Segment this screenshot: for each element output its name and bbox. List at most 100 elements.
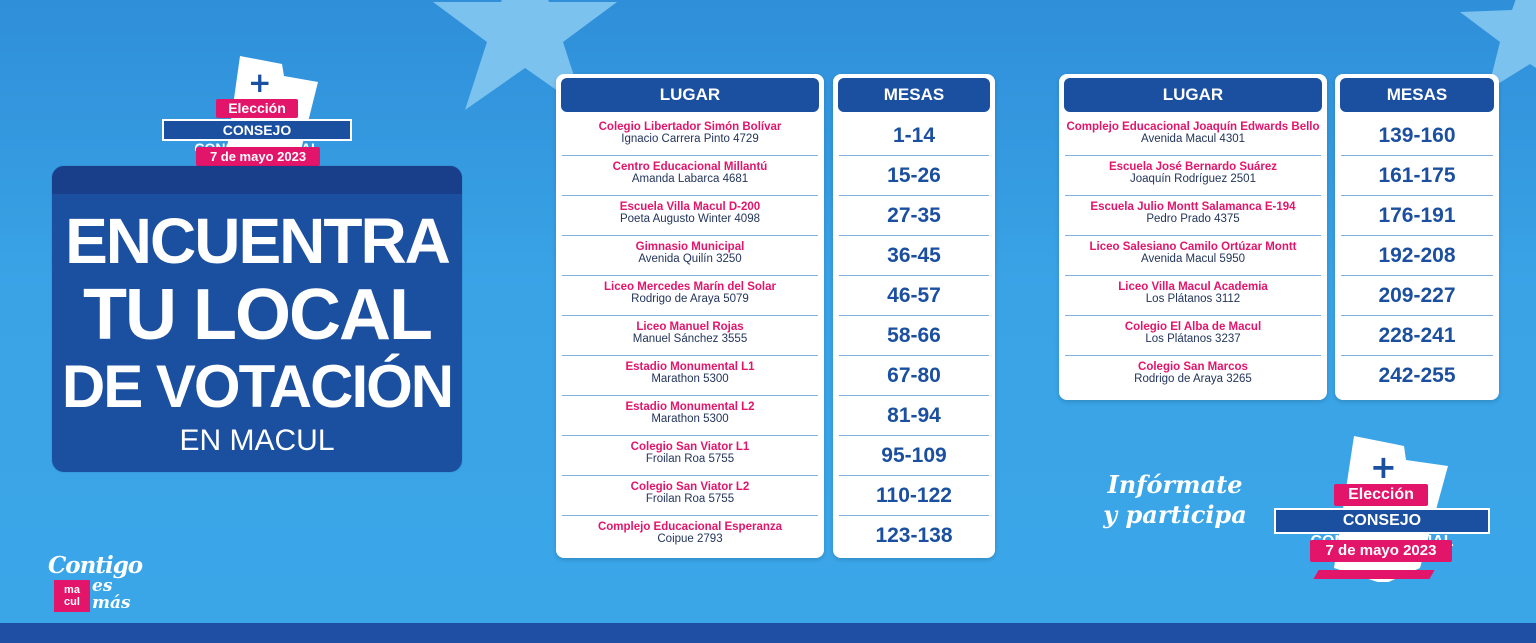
mesas-range: 161-175 bbox=[1378, 164, 1456, 187]
mesas-row: 36-45 bbox=[839, 236, 989, 276]
location-address: Los Plátanos 3237 bbox=[1145, 333, 1241, 345]
title-panel-strip bbox=[52, 166, 462, 194]
mesas-row: 192-208 bbox=[1341, 236, 1493, 276]
mesas-range: 15-26 bbox=[887, 164, 941, 187]
location-row: Liceo Salesiano Camilo Ortúzar Montt Aven… bbox=[1065, 236, 1321, 276]
mesas-row: 110-122 bbox=[839, 476, 989, 516]
lugar-header-left: LUGAR bbox=[561, 78, 819, 112]
plus-icon-bottom: + bbox=[1370, 448, 1397, 486]
location-address: Rodrigo de Araya 3265 bbox=[1134, 373, 1252, 385]
mesas-row: 209-227 bbox=[1341, 276, 1493, 316]
location-address: Manuel Sánchez 3555 bbox=[632, 333, 748, 345]
mesas-range: 81-94 bbox=[887, 404, 941, 427]
location-row: Escuela José Bernardo Suárez Joaquín Rodr… bbox=[1065, 156, 1321, 196]
title-panel: ENCUENTRA TU LOCAL DE VOTACIÓN EN MACUL bbox=[52, 166, 462, 472]
mesas-range: 95-109 bbox=[881, 444, 947, 467]
location-row: Escuela Julio Montt Salamanca E-194 Pedro… bbox=[1065, 196, 1321, 236]
location-row: Colegio Libertador Simón Bolívar Ignacio … bbox=[562, 116, 818, 156]
location-name: Gimnasio Municipal bbox=[635, 241, 745, 253]
badge-date-label: 7 de mayo 2023 bbox=[196, 147, 320, 166]
location-row: Liceo Manuel Rojas Manuel Sánchez 3555 bbox=[562, 316, 818, 356]
location-row: Colegio El Alba de Macul Los Plátanos 323… bbox=[1065, 316, 1321, 356]
title-line-1: ENCUENTRA bbox=[65, 205, 451, 277]
location-address: Poeta Augusto Winter 4098 bbox=[619, 213, 760, 225]
mesas-row: 67-80 bbox=[839, 356, 989, 396]
location-name: Escuela José Bernardo Suárez bbox=[1108, 161, 1278, 173]
location-address: Pedro Prado 4375 bbox=[1146, 213, 1240, 225]
mesas-row: 81-94 bbox=[839, 396, 989, 436]
mesas-header-right: MESAS bbox=[1340, 78, 1494, 112]
location-name: Complejo Educacional Esperanza bbox=[597, 521, 783, 533]
location-address: Marathon 5300 bbox=[651, 413, 729, 425]
informate-line-2: y participa bbox=[1103, 500, 1247, 529]
location-row: Liceo Mercedes Marín del Solar Rodrigo de… bbox=[562, 276, 818, 316]
star-decoration-right bbox=[1460, 0, 1536, 90]
location-row: Colegio San Viator L1 Froilan Roa 5755 bbox=[562, 436, 818, 476]
mesas-row: 139-160 bbox=[1341, 116, 1493, 156]
macul-logo: ma cul bbox=[54, 580, 90, 612]
location-row: Estadio Monumental L2 Marathon 5300 bbox=[562, 396, 818, 436]
mesas-row: 176-191 bbox=[1341, 196, 1493, 236]
mesas-range: 46-57 bbox=[887, 284, 941, 307]
location-row: Complejo Educacional Esperanza Coipue 279… bbox=[562, 516, 818, 556]
location-row: Escuela Villa Macul D-200 Poeta Augusto W… bbox=[562, 196, 818, 236]
location-name: Estadio Monumental L1 bbox=[625, 361, 755, 373]
location-name: Escuela Villa Macul D-200 bbox=[619, 201, 761, 213]
location-address: Froilan Roa 5755 bbox=[645, 453, 735, 465]
mesas-row: 58-66 bbox=[839, 316, 989, 356]
mesas-table-left: MESAS 1-14 15-26 27-35 36-45 46-57 58-66 67-80… bbox=[833, 74, 995, 558]
location-address: Rodrigo de Araya 5079 bbox=[631, 293, 749, 305]
location-name: Colegio Libertador Simón Bolívar bbox=[598, 121, 782, 133]
location-row: Gimnasio Municipal Avenida Quilín 3250 bbox=[562, 236, 818, 276]
contigo-es-mas-logo: Contigo ma cul es más bbox=[40, 548, 160, 618]
mesas-range: 228-241 bbox=[1378, 324, 1456, 347]
location-name: Colegio San Marcos bbox=[1138, 361, 1248, 373]
lugar-table-right: LUGAR Complejo Educacional Joaquín Edwar… bbox=[1059, 74, 1327, 400]
mesas-range: 242-255 bbox=[1378, 364, 1456, 387]
bottom-band bbox=[0, 623, 1536, 643]
mesas-row: 46-57 bbox=[839, 276, 989, 316]
title-subtitle: EN MACUL bbox=[179, 424, 335, 457]
location-row: Complejo Educacional Joaquín Edwards Bel… bbox=[1065, 116, 1321, 156]
mesas-row: 27-35 bbox=[839, 196, 989, 236]
location-address: Avenida Macul 5950 bbox=[1141, 253, 1245, 265]
location-name: Estadio Monumental L2 bbox=[625, 401, 755, 413]
location-name: Liceo Mercedes Marín del Solar bbox=[604, 281, 776, 293]
location-name: Liceo Salesiano Camilo Ortúzar Montt bbox=[1089, 241, 1297, 253]
mesas-range: 27-35 bbox=[887, 204, 941, 227]
mesas-range: 110-122 bbox=[876, 484, 952, 507]
macul-logo-line-2: cul bbox=[64, 596, 80, 608]
mesas-header-left: MESAS bbox=[838, 78, 990, 112]
mesas-range: 139-160 bbox=[1378, 124, 1456, 147]
location-address: Avenida Macul 4301 bbox=[1141, 133, 1245, 145]
mesas-range: 192-208 bbox=[1378, 244, 1456, 267]
informate-slogan: Infórmate y participa bbox=[1100, 470, 1250, 530]
mesas-row: 161-175 bbox=[1341, 156, 1493, 196]
mas-text: más bbox=[92, 593, 131, 613]
location-name: Escuela Julio Montt Salamanca E-194 bbox=[1090, 201, 1296, 213]
badge-election-label: Elección bbox=[216, 99, 298, 118]
location-address: Joaquín Rodríguez 2501 bbox=[1130, 173, 1256, 185]
mesas-range: 1-14 bbox=[892, 124, 936, 147]
mesas-range: 36-45 bbox=[887, 244, 941, 267]
location-name: Liceo Villa Macul Academia bbox=[1118, 281, 1268, 293]
location-row: Colegio San Marcos Rodrigo de Araya 3265 bbox=[1065, 356, 1321, 396]
location-address: Marathon 5300 bbox=[651, 373, 729, 385]
mesas-row: 1-14 bbox=[839, 116, 989, 156]
election-badge-bottom: + Elección CONSEJO CONSTITUCIONAL 7 de m… bbox=[1270, 432, 1500, 588]
es-text: es bbox=[92, 576, 113, 596]
mesas-row: 228-241 bbox=[1341, 316, 1493, 356]
mesas-row: 242-255 bbox=[1341, 356, 1493, 396]
contigo-text: Contigo bbox=[48, 552, 143, 579]
mesas-range: 123-138 bbox=[875, 524, 953, 547]
location-address: Amanda Labarca 4681 bbox=[631, 173, 749, 185]
macul-logo-line-1: ma bbox=[64, 584, 80, 596]
badge-date-label-bottom: 7 de mayo 2023 bbox=[1310, 540, 1452, 562]
location-name: Colegio San Viator L1 bbox=[630, 441, 750, 453]
location-row: Liceo Villa Macul Academia Los Plátanos 3… bbox=[1065, 276, 1321, 316]
title-line-2: TU LOCAL bbox=[83, 275, 433, 355]
mesas-row: 123-138 bbox=[839, 516, 989, 556]
location-name: Liceo Manuel Rojas bbox=[636, 321, 744, 333]
election-badge-top: + Elección CONSEJO CONSTITUCIONAL 7 de m… bbox=[160, 52, 360, 192]
location-address: Los Plátanos 3112 bbox=[1145, 293, 1241, 305]
